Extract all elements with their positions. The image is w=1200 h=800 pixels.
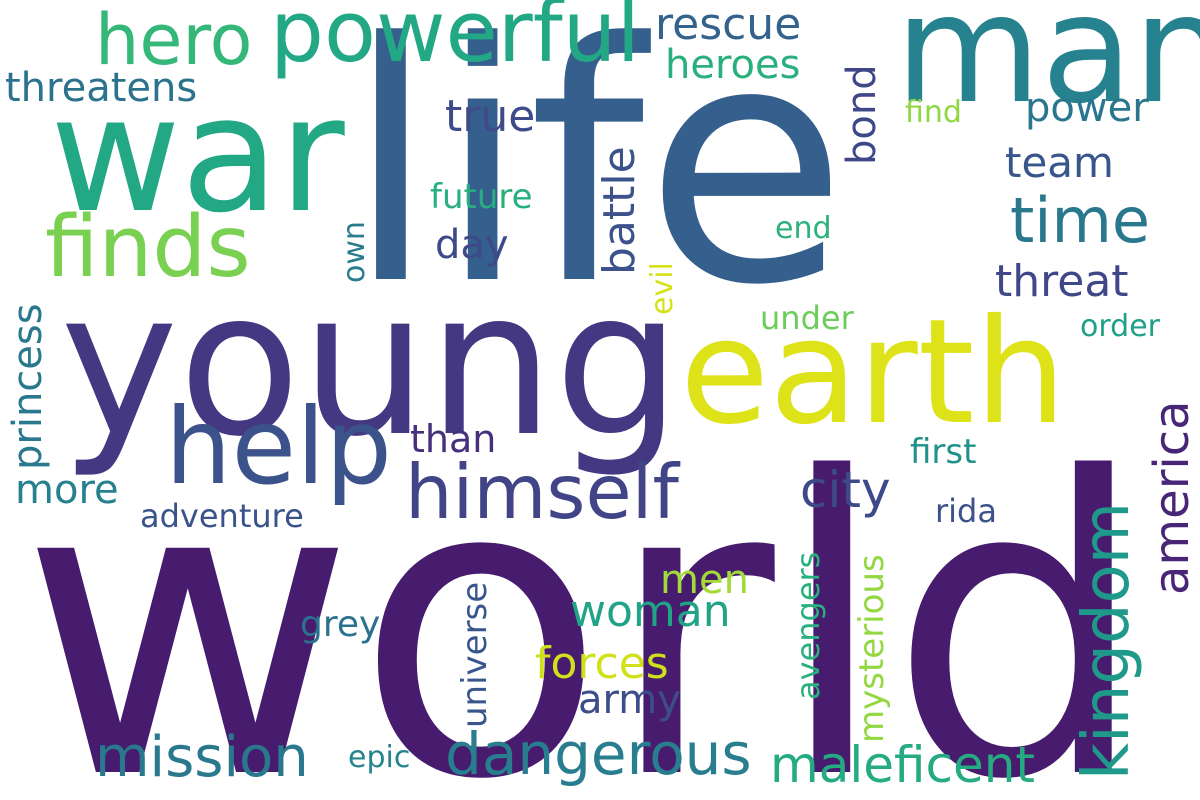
word-evil: evil [645, 262, 680, 315]
word-threat: threat [995, 256, 1129, 307]
word-grey: grey [300, 604, 381, 645]
word-earth: earth [680, 288, 1067, 457]
word-more: more [15, 467, 119, 513]
word-end: end [775, 211, 832, 246]
word-under: under [760, 299, 854, 337]
word-army: army [578, 677, 681, 723]
word-princess: princess [5, 303, 51, 470]
word-maleficent: maleficent [770, 736, 1036, 794]
word-epic: epic [348, 740, 411, 775]
word-heroes: heroes [665, 42, 801, 88]
word-adventure: adventure [140, 497, 304, 535]
word-rescue: rescue [655, 0, 802, 50]
word-war: war [50, 61, 345, 248]
word-hero: hero [95, 0, 253, 81]
word-america: america [1144, 400, 1200, 595]
word-man: man [895, 0, 1200, 137]
word-universe: universe [455, 581, 495, 728]
word-find: find [905, 95, 962, 130]
word-order: order [1080, 309, 1160, 344]
word-dangerous: dangerous [445, 720, 752, 788]
word-kingdom: kingdom [1070, 501, 1144, 780]
word-future: future [430, 177, 533, 217]
word-forces: forces [535, 638, 669, 689]
word-true: true [445, 91, 536, 142]
word-avengers: avengers [789, 551, 827, 700]
word-rida: rida [935, 492, 997, 530]
word-mysterious: mysterious [852, 554, 892, 743]
word-world: world [20, 391, 1149, 800]
word-own: own [337, 221, 372, 283]
word-himself: himself [405, 448, 679, 536]
word-team: team [1005, 138, 1114, 187]
word-battle: battle [594, 146, 645, 275]
word-first: first [910, 432, 977, 472]
word-young: young [60, 248, 682, 481]
word-day: day [435, 222, 509, 268]
word-mission: mission [95, 725, 309, 790]
word-power: power [1025, 85, 1149, 131]
word-help: help [165, 386, 392, 508]
word-city: city [800, 461, 891, 519]
word-bond: bond [839, 64, 885, 165]
word-men: men [660, 557, 749, 603]
word-finds: finds [45, 198, 251, 297]
word-life: life [345, 0, 848, 357]
word-powerful: powerful [270, 0, 641, 82]
word-time: time [1010, 184, 1151, 257]
word-woman: woman [570, 586, 731, 637]
word-threatens: threatens [5, 65, 198, 111]
word-than: than [410, 417, 497, 461]
